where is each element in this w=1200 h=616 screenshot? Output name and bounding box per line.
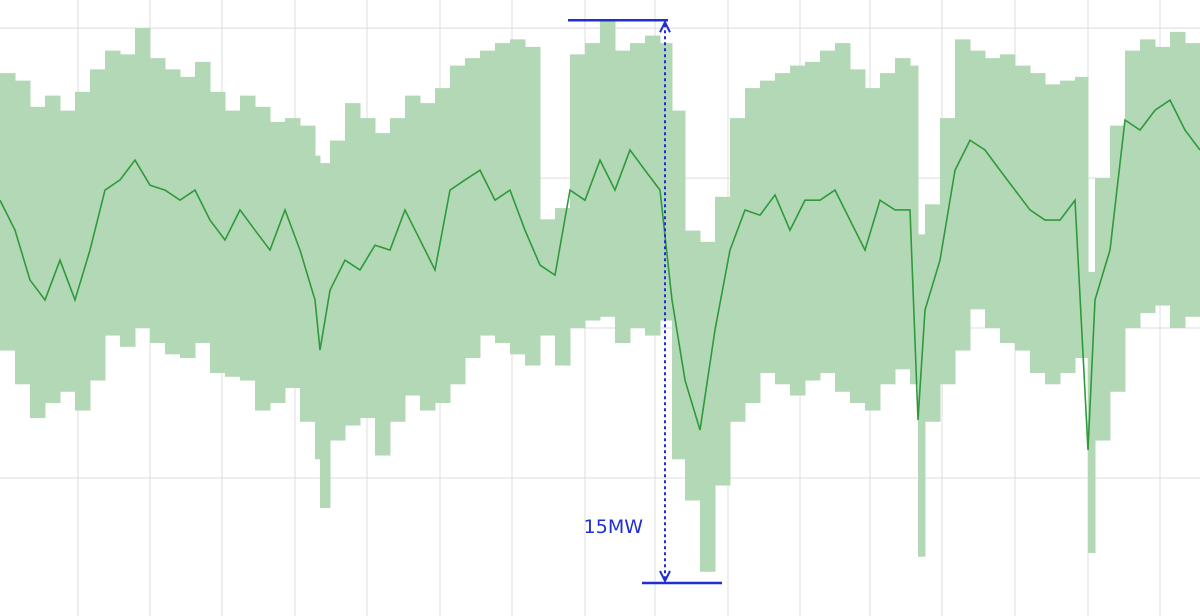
band-bar xyxy=(570,54,586,329)
band-bar xyxy=(910,65,919,385)
band-bar xyxy=(585,43,601,321)
band-bar xyxy=(805,61,821,381)
band-bar xyxy=(1185,43,1200,317)
band-bar xyxy=(630,43,646,329)
band-bar xyxy=(450,65,466,385)
band-bar xyxy=(165,69,181,355)
band-bar xyxy=(60,110,76,392)
band-bar xyxy=(925,204,941,422)
band-bar xyxy=(540,219,556,336)
band-bar xyxy=(745,88,761,404)
arrow-head xyxy=(659,570,671,584)
arrow-head xyxy=(659,20,671,33)
annotation-label: 15MW xyxy=(584,516,644,538)
band-bar xyxy=(955,39,971,351)
band-bar xyxy=(495,43,511,344)
band-bar xyxy=(685,230,701,501)
band-bar xyxy=(285,118,301,389)
band-bar xyxy=(135,28,151,329)
band-bar xyxy=(15,80,31,385)
band-bar xyxy=(180,76,196,359)
band-bar xyxy=(210,91,226,374)
band-bar xyxy=(525,46,541,366)
band-bar xyxy=(672,110,686,460)
band-bar xyxy=(105,50,121,336)
band-bar xyxy=(360,118,376,419)
band-bar xyxy=(240,95,256,381)
band-bar xyxy=(1030,73,1046,374)
band-bar xyxy=(75,91,91,411)
band-bar xyxy=(700,241,716,572)
band-bar xyxy=(510,39,526,355)
band-bar xyxy=(30,106,46,419)
band-bar xyxy=(940,118,956,385)
band-bar xyxy=(880,73,896,385)
band-bar xyxy=(775,73,791,385)
band-bar xyxy=(150,58,166,344)
band-bar xyxy=(270,121,286,404)
band-bar xyxy=(1125,50,1141,329)
band-bar xyxy=(970,50,986,310)
band-bar xyxy=(555,208,571,366)
band-bar xyxy=(715,196,731,486)
band-bar xyxy=(760,80,776,374)
band-bar xyxy=(1045,84,1061,385)
band-bar xyxy=(405,95,421,396)
band-bar xyxy=(330,140,346,441)
band-bar xyxy=(1155,46,1171,306)
band-bar xyxy=(375,133,391,456)
band-bar xyxy=(1170,31,1186,329)
band-bar xyxy=(645,35,661,336)
band-bar xyxy=(790,65,806,396)
band-bar xyxy=(835,43,851,392)
band-bar xyxy=(600,20,616,317)
band-bar xyxy=(0,73,16,351)
band-bar xyxy=(1140,39,1156,314)
band-bar xyxy=(918,234,926,557)
band-bar xyxy=(90,69,106,381)
band-bar xyxy=(1095,178,1111,441)
band-bar xyxy=(865,88,881,411)
band-bar xyxy=(320,163,331,509)
band-bar xyxy=(435,88,451,404)
band-bar xyxy=(985,58,1001,329)
band-bar xyxy=(480,50,496,336)
band-bar xyxy=(730,118,746,422)
band-bar xyxy=(45,95,61,404)
band-bar xyxy=(1060,80,1076,374)
line xyxy=(0,98,1200,450)
band-bar xyxy=(615,50,631,344)
band-bar xyxy=(195,61,211,344)
band-bar xyxy=(895,58,911,370)
band-bar xyxy=(120,54,136,347)
band-bar xyxy=(1075,76,1089,359)
band-bar xyxy=(1000,54,1016,344)
band-bar xyxy=(315,155,321,460)
band-bar xyxy=(820,50,836,374)
band-bar xyxy=(660,43,673,321)
band-bar xyxy=(465,58,481,359)
band-bar xyxy=(1088,271,1096,554)
band-bar xyxy=(390,118,406,422)
band-bar xyxy=(225,110,241,377)
band-bar xyxy=(255,106,271,411)
band-bar xyxy=(1015,65,1031,351)
band-bar xyxy=(1110,125,1126,392)
